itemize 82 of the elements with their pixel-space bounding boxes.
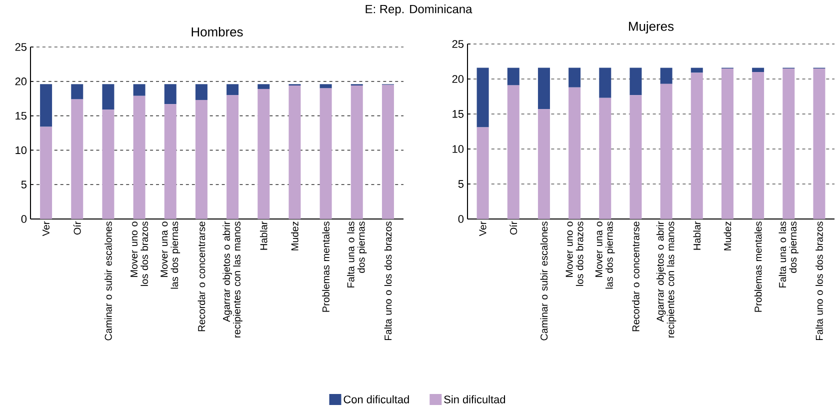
bar <box>660 68 672 84</box>
bar <box>507 68 520 86</box>
y-tick-label: 5 <box>21 180 27 188</box>
x-tick-label: Caminar o subir escalones <box>540 222 548 340</box>
x-tick-label: Mudez <box>724 222 732 250</box>
x-tick-label: Ver <box>479 221 486 236</box>
x-tick-label: Falta uno o los dos brazos <box>816 222 823 340</box>
bar <box>226 95 239 219</box>
y-tick-label: 15 <box>452 110 464 118</box>
bar <box>195 100 208 219</box>
bar <box>752 68 764 72</box>
bar <box>226 84 239 96</box>
legend-label: Con dificultad <box>344 395 409 404</box>
bar <box>690 68 703 73</box>
bar <box>164 104 176 219</box>
bar <box>599 68 612 98</box>
y-tick-label: 10 <box>16 146 27 154</box>
bar <box>813 68 826 219</box>
x-tick-label: Falta una o las dos piernas <box>778 222 799 288</box>
y-tick-label: 25 <box>15 43 27 51</box>
bar <box>102 110 114 219</box>
bar <box>320 88 332 219</box>
x-tick-label: Falta una o las dos piernas <box>347 222 367 288</box>
x-tick-label: Hablar <box>693 221 701 250</box>
y-tick-label: 20 <box>15 78 27 86</box>
bar <box>538 109 550 219</box>
y-tick-label: 0 <box>21 215 27 223</box>
x-tick-label: Recordar o concentrarse <box>632 222 640 332</box>
bar <box>568 87 581 219</box>
bar <box>71 84 84 100</box>
bar <box>507 85 520 219</box>
x-tick-label: Agarrar objetos o abrir recipientes con las manos <box>222 221 242 338</box>
x-tick-label: Recordar o concentrarse <box>198 222 206 332</box>
bar <box>721 68 734 219</box>
chart-title: Hombres <box>192 26 243 36</box>
x-tick-label: Oír <box>73 221 81 235</box>
x-tick-label: Oír <box>510 221 518 235</box>
bar <box>195 84 208 100</box>
bar <box>164 84 176 104</box>
bar <box>102 84 114 110</box>
x-tick-label: Problemas mentales <box>754 222 762 312</box>
bar <box>752 72 764 219</box>
bar <box>690 72 703 219</box>
bar <box>476 68 489 128</box>
y-tick-label: 5 <box>458 180 464 188</box>
bar <box>288 86 301 219</box>
bar <box>476 127 489 219</box>
x-tick-label: Mover uno o los dos brazos <box>566 222 584 286</box>
chart-title: Mujeres <box>629 21 674 34</box>
x-tick-label: Ver <box>42 221 50 236</box>
x-tick-label: Problemas mentales <box>322 222 330 312</box>
bar <box>630 95 642 219</box>
y-tick-label: 10 <box>452 145 464 153</box>
y-tick-label: 20 <box>452 75 464 83</box>
x-tick-label: Hablar <box>260 221 268 250</box>
x-tick-label: Caminar o subir escalones <box>104 222 112 340</box>
x-tick-label: Mover uno o los dos brazos <box>130 222 148 286</box>
bar <box>40 126 52 219</box>
y-tick-label: 0 <box>458 215 464 223</box>
y-tick-label: 15 <box>16 112 27 120</box>
bar <box>782 68 795 219</box>
bar <box>258 88 270 219</box>
bar <box>40 84 52 127</box>
legend-label: Sin dificultad <box>444 395 506 404</box>
x-tick-label: Mudez <box>291 222 298 250</box>
bar <box>538 68 550 110</box>
x-tick-label: Mover una o las dos piernas <box>160 222 180 289</box>
bar <box>568 68 581 88</box>
bar <box>599 98 612 219</box>
bar <box>660 84 672 219</box>
bar <box>382 84 394 219</box>
bar <box>320 84 332 88</box>
bar <box>258 84 270 89</box>
bar <box>350 86 363 219</box>
bar <box>133 84 146 96</box>
bar <box>71 99 84 219</box>
bar <box>133 96 146 219</box>
text: E: Rep. Dominicana <box>366 4 472 16</box>
bar <box>630 68 642 96</box>
x-tick-label: Falta uno o los dos brazos <box>384 222 392 340</box>
x-tick-label: Agarrar objetos o abrir recipientes con las manos <box>656 221 676 338</box>
y-tick-label: 25 <box>452 40 464 48</box>
